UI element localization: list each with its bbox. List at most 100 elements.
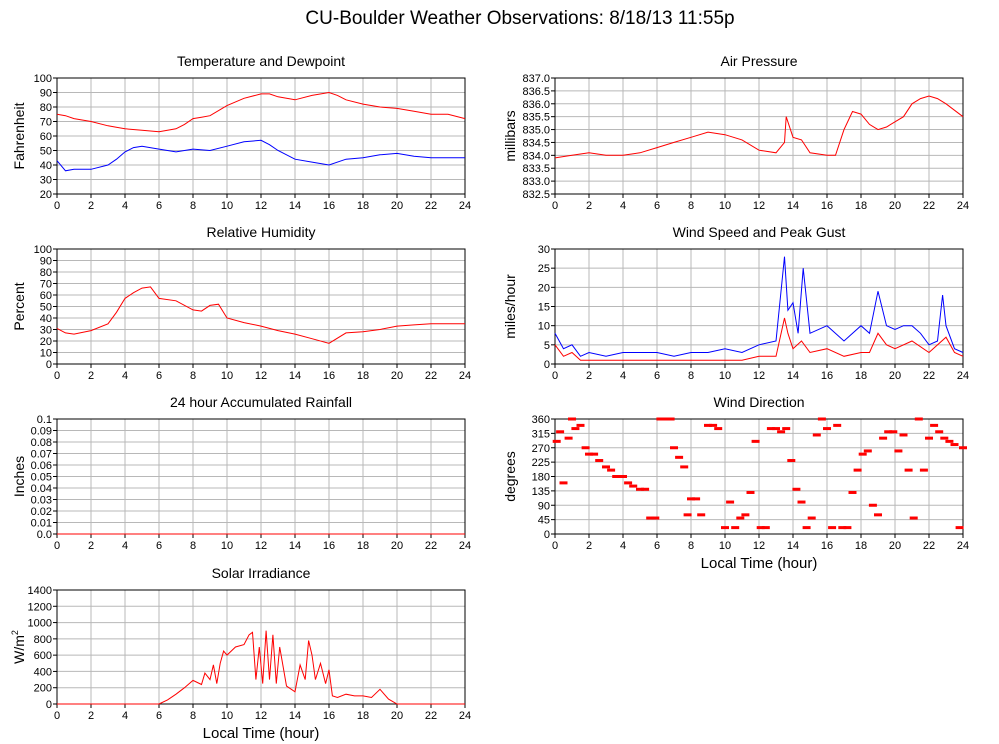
y-tick-label: 60 [40, 131, 52, 143]
x-tick-label: 16 [821, 200, 833, 212]
data-point [726, 500, 735, 504]
y-tick-label: 5 [544, 340, 550, 352]
x-tick-label: 22 [425, 200, 437, 212]
y-axis-label-text: miles/hour [502, 274, 518, 339]
data-point [756, 526, 765, 530]
data-point [624, 481, 633, 485]
data-point [797, 500, 806, 504]
chart-title: Solar Irradiance [212, 565, 311, 581]
x-tick-label: 18 [357, 540, 369, 552]
x-tick-label: 16 [821, 370, 833, 382]
data-point [874, 513, 882, 517]
data-point [602, 465, 610, 469]
x-tick-label: 20 [889, 540, 901, 552]
data-point [853, 468, 862, 472]
x-tick-label: 24 [957, 200, 969, 212]
y-tick-label: 10 [40, 348, 52, 360]
chart-title: Wind Direction [713, 394, 804, 410]
data-point [714, 427, 723, 431]
data-point [959, 446, 967, 450]
y-axis-label: miles/hour [502, 274, 518, 339]
data-point [894, 449, 903, 453]
y-tick-label: 0.05 [31, 472, 52, 484]
series-line-2 [554, 317, 964, 361]
chart-solar: 0 2 4 6 8 10 12 14 16 18 20 22 240200400600800100012… [10, 565, 471, 742]
x-tick-label: 8 [688, 540, 694, 552]
x-tick-label: 0 [54, 710, 60, 722]
y-tick-label: 0.07 [31, 449, 52, 461]
data-point [590, 452, 599, 456]
y-tick-label: 90 [40, 256, 52, 268]
series-line-2 [56, 139, 465, 172]
x-tick-label: 22 [425, 370, 437, 382]
data-point [843, 526, 852, 530]
x-tick-label: 12 [255, 540, 267, 552]
data-point [772, 427, 780, 431]
x-tick-label: 14 [787, 370, 799, 382]
data-point [817, 417, 826, 421]
x-tick-label: 2 [88, 200, 94, 212]
x-tick-label: 18 [357, 710, 369, 722]
chart-rain: 0 2 4 6 8 10 12 14 16 18 20 22 240.00.010.020.030.04… [11, 394, 471, 552]
chart-pressure: 0 2 4 6 8 10 12 14 16 18 20 22 24832.5833.0833.5834.… [502, 53, 969, 212]
x-tick-label: 10 [221, 370, 233, 382]
data-point [766, 427, 775, 431]
x-tick-label: 12 [255, 710, 267, 722]
y-axis-label-text: millibars [502, 110, 518, 161]
x-tick-label: 14 [289, 200, 301, 212]
data-point [651, 516, 660, 520]
x-axis-label: Local Time (hour) [203, 725, 320, 742]
data-point [675, 455, 684, 459]
x-tick-label: 8 [190, 370, 196, 382]
data-point [761, 526, 770, 530]
data-point [879, 436, 888, 440]
x-tick-label: 8 [688, 200, 694, 212]
x-tick-label: 6 [156, 370, 162, 382]
x-tick-label: 0 [54, 540, 60, 552]
x-tick-label: 6 [156, 200, 162, 212]
y-tick-label: 100 [34, 244, 52, 256]
data-point [670, 446, 678, 450]
data-point [807, 516, 816, 520]
y-axis-label-text: Inches [11, 456, 27, 497]
data-point [914, 417, 923, 421]
y-tick-label: 70 [40, 117, 52, 129]
x-tick-label: 22 [923, 370, 935, 382]
y-tick-label: 0.03 [31, 495, 52, 507]
y-tick-label: 0.06 [31, 460, 52, 472]
y-tick-label: 315 [532, 428, 550, 440]
x-tick-label: 20 [889, 200, 901, 212]
x-tick-label: 18 [357, 200, 369, 212]
x-tick-label: 16 [323, 540, 335, 552]
data-point [559, 481, 568, 485]
y-tick-label: 360 [532, 414, 550, 426]
data-point [792, 487, 801, 491]
x-tick-label: 12 [753, 540, 765, 552]
y-tick-label: 30 [40, 325, 52, 337]
x-tick-label: 10 [221, 710, 233, 722]
x-tick-label: 2 [586, 370, 592, 382]
x-tick-label: 4 [620, 370, 626, 382]
y-tick-label: 80 [40, 267, 52, 279]
data-point [687, 497, 695, 501]
data-point [692, 497, 701, 501]
y-tick-label: 0 [46, 699, 52, 711]
data-point [940, 436, 949, 440]
x-tick-label: 24 [459, 370, 471, 382]
x-tick-label: 4 [620, 200, 626, 212]
y-tick-label: 837.0 [522, 73, 550, 85]
data-point [607, 468, 616, 472]
y-tick-label: 836.0 [522, 99, 550, 111]
y-tick-label: 1200 [28, 601, 52, 613]
x-tick-label: 14 [289, 540, 301, 552]
x-tick-label: 22 [923, 540, 935, 552]
data-point [812, 433, 821, 437]
y-tick-label: 50 [40, 302, 52, 314]
y-tick-label: 100 [34, 73, 52, 85]
x-tick-label: 4 [122, 200, 128, 212]
data-point [868, 503, 877, 507]
data-point [646, 516, 655, 520]
data-point [935, 430, 944, 434]
x-tick-label: 0 [552, 200, 558, 212]
x-tick-label: 12 [753, 200, 765, 212]
